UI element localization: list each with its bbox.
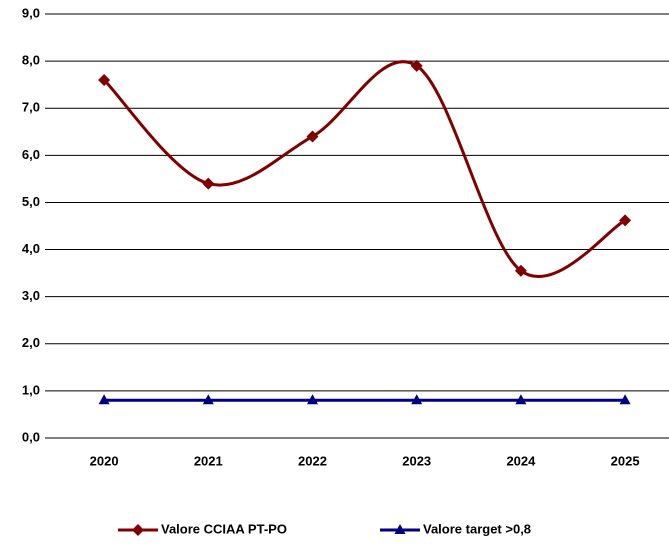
y-tick-label: 3,0	[22, 288, 40, 303]
x-tick-label: 2024	[506, 453, 536, 468]
legend-label: Valore target >0,8	[423, 521, 531, 536]
y-tick-label: 8,0	[22, 53, 40, 68]
marker	[411, 394, 423, 405]
marker	[202, 394, 214, 405]
legend-label: Valore CCIAA PT-PO	[161, 521, 287, 536]
series-line	[103, 60, 626, 279]
x-tick-label: 2023	[402, 453, 431, 468]
marker	[306, 130, 319, 143]
y-tick-label: 2,0	[22, 335, 40, 350]
y-tick-label: 5,0	[22, 194, 40, 209]
y-tick-label: 6,0	[22, 147, 40, 162]
y-tick-label: 1,0	[22, 382, 40, 397]
marker	[307, 394, 318, 405]
y-tick-label: 9,0	[22, 5, 40, 20]
marker	[98, 394, 110, 405]
marker	[202, 177, 215, 190]
marker	[410, 59, 423, 72]
marker	[514, 264, 527, 277]
x-tick-label: 2021	[194, 453, 223, 468]
marker	[619, 214, 632, 227]
legend-marker	[132, 524, 144, 536]
x-tick-label: 2022	[298, 453, 327, 468]
marker	[98, 73, 111, 86]
x-tick-label: 2020	[90, 453, 119, 468]
y-tick-label: 0,0	[22, 429, 40, 444]
y-tick-label: 7,0	[22, 100, 40, 115]
legend-marker	[394, 524, 406, 534]
marker	[619, 394, 631, 405]
y-tick-label: 4,0	[22, 241, 40, 256]
x-tick-label: 2025	[611, 453, 640, 468]
marker	[515, 394, 527, 405]
